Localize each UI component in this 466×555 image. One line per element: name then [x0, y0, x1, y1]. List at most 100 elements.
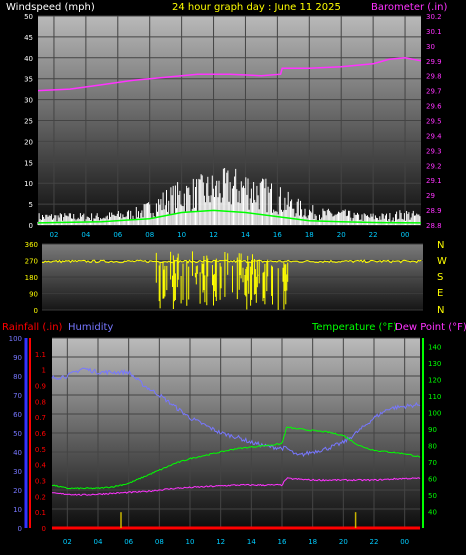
x-tick-label: 18: [305, 231, 314, 239]
x-tick-label: 00: [400, 538, 409, 546]
rain-tick-label: 0.4: [35, 462, 47, 470]
x-tick-label: 18: [308, 538, 317, 546]
rainfall-axis-label: Rainfall (.in): [2, 322, 63, 333]
humidity-tick-label: 90: [13, 354, 22, 362]
humidity-tick-label: 30: [13, 468, 22, 476]
rain-tick-label: 0.5: [35, 446, 46, 454]
x-tick-label: 04: [94, 538, 103, 546]
temp-tick-label: 80: [428, 442, 437, 450]
temp-tick-label: 60: [428, 475, 437, 483]
humidity-tick-label: 60: [13, 411, 22, 419]
dewpoint-axis-label: Dew Point (°F): [395, 322, 466, 333]
rain-tick-label: 1: [42, 367, 46, 375]
compass-label-n-bottom: N: [437, 305, 444, 316]
rain-tick-label: 0.7: [35, 414, 46, 422]
temp-tick-label: 70: [428, 459, 437, 467]
temp-tick-label: 140: [428, 343, 441, 351]
x-tick-label: 10: [177, 231, 186, 239]
temp-panel-ticks: 010203040506070809010000.10.20.30.40.50.…: [9, 335, 442, 546]
x-tick-label: 12: [216, 538, 225, 546]
temp-tick-label: 90: [428, 426, 437, 434]
y-tick-label: 25: [24, 118, 33, 126]
wind-direction-line: [41, 259, 422, 264]
y-tick-label: 0: [34, 307, 38, 315]
y2-tick-label: 29.1: [426, 177, 442, 185]
y-tick-label: 0: [29, 222, 33, 230]
wind-panel-ticks: 0 5 10 15 20 25 30 35 40 45 50 28.8 28.9 29 29.1 29.2 29…: [24, 13, 442, 239]
temp-tick-label: 120: [428, 376, 441, 384]
y2-tick-label: 29: [426, 192, 435, 200]
humidity-tick-label: 40: [13, 449, 22, 457]
y2-tick-label: 29.7: [426, 88, 442, 96]
y-tick-label: 20: [24, 138, 33, 146]
temp-panel-grid: [52, 337, 420, 529]
y-tick-label: 15: [24, 159, 33, 167]
barometer-axis-label: Barometer (.in): [371, 2, 447, 13]
x-tick-label: 14: [241, 231, 250, 239]
temp-tick-label: 100: [428, 409, 441, 417]
wind-panel-grid: [38, 15, 421, 226]
x-tick-label: 00: [401, 231, 410, 239]
temp-tick-label: 40: [428, 508, 437, 516]
y-tick-label: 180: [25, 274, 38, 282]
rain-tick-label: 1.1: [35, 351, 46, 359]
humidity-tick-label: 80: [13, 373, 22, 381]
y2-tick-label: 29.3: [426, 147, 442, 155]
x-tick-label: 12: [209, 231, 218, 239]
x-tick-label: 02: [49, 231, 58, 239]
temperature-line: [51, 426, 421, 490]
rain-tick-label: 0.3: [35, 478, 46, 486]
rain-tick-label: 0.2: [35, 493, 46, 501]
x-tick-label: 10: [186, 538, 195, 546]
y-tick-label: 90: [29, 291, 38, 299]
x-tick-label: 16: [278, 538, 287, 546]
compass-label-s: S: [437, 272, 443, 283]
x-tick-label: 22: [370, 538, 379, 546]
y-tick-label: 360: [25, 241, 38, 249]
wind-speed-bars: [37, 168, 421, 225]
direction-panel-ticks: 0 90 180 270 360: [25, 241, 38, 315]
y2-tick-label: 30.2: [426, 13, 442, 21]
y-tick-label: 35: [24, 76, 33, 84]
y2-tick-label: 28.8: [426, 222, 442, 230]
humidity-tick-label: 20: [13, 487, 22, 495]
temp-tick-label: 130: [428, 360, 441, 368]
y-tick-label: 50: [24, 13, 33, 21]
rain-tick-label: 0.9: [35, 383, 46, 391]
x-tick-label: 04: [81, 231, 90, 239]
x-tick-label: 22: [369, 231, 378, 239]
x-tick-label: 06: [113, 231, 122, 239]
y2-tick-label: 29.8: [426, 73, 442, 81]
humidity-tick-label: 100: [9, 335, 22, 343]
humidity-tick-label: 70: [13, 392, 22, 400]
chart-title: 24 hour graph day : June 11 2025: [172, 2, 341, 13]
x-tick-label: 08: [155, 538, 164, 546]
y2-tick-label: 29.6: [426, 103, 442, 111]
direction-panel-lines: [41, 251, 422, 310]
rain-tick-label: 0.6: [35, 430, 47, 438]
dewpoint-line: [52, 477, 421, 496]
temp-tick-label: 110: [428, 393, 441, 401]
temp-panel-lines: [51, 367, 421, 530]
humidity-tick-label: 10: [13, 506, 22, 514]
y-tick-label: 40: [24, 55, 33, 63]
x-tick-label: 16: [273, 231, 282, 239]
y2-tick-label: 29.2: [426, 162, 442, 170]
y2-tick-label: 29.4: [426, 132, 442, 140]
wind-average-line: [37, 209, 422, 224]
x-tick-label: 20: [339, 538, 348, 546]
temp-tick-label: 50: [428, 492, 437, 500]
humidity-tick-label: 0: [18, 525, 22, 533]
x-tick-label: 14: [247, 538, 256, 546]
y-tick-label: 10: [24, 180, 33, 188]
y-tick-label: 5: [29, 201, 33, 209]
rain-tick-label: 0.8: [35, 398, 46, 406]
humidity-line: [51, 367, 421, 458]
x-tick-label: 02: [63, 538, 72, 546]
x-tick-label: 08: [145, 231, 154, 239]
x-tick-label: 20: [337, 231, 346, 239]
windspeed-axis-label: Windspeed (mph): [6, 2, 95, 13]
y2-tick-label: 29.5: [426, 118, 442, 126]
wind-panel-lines: [37, 57, 422, 224]
y-tick-label: 30: [24, 97, 33, 105]
